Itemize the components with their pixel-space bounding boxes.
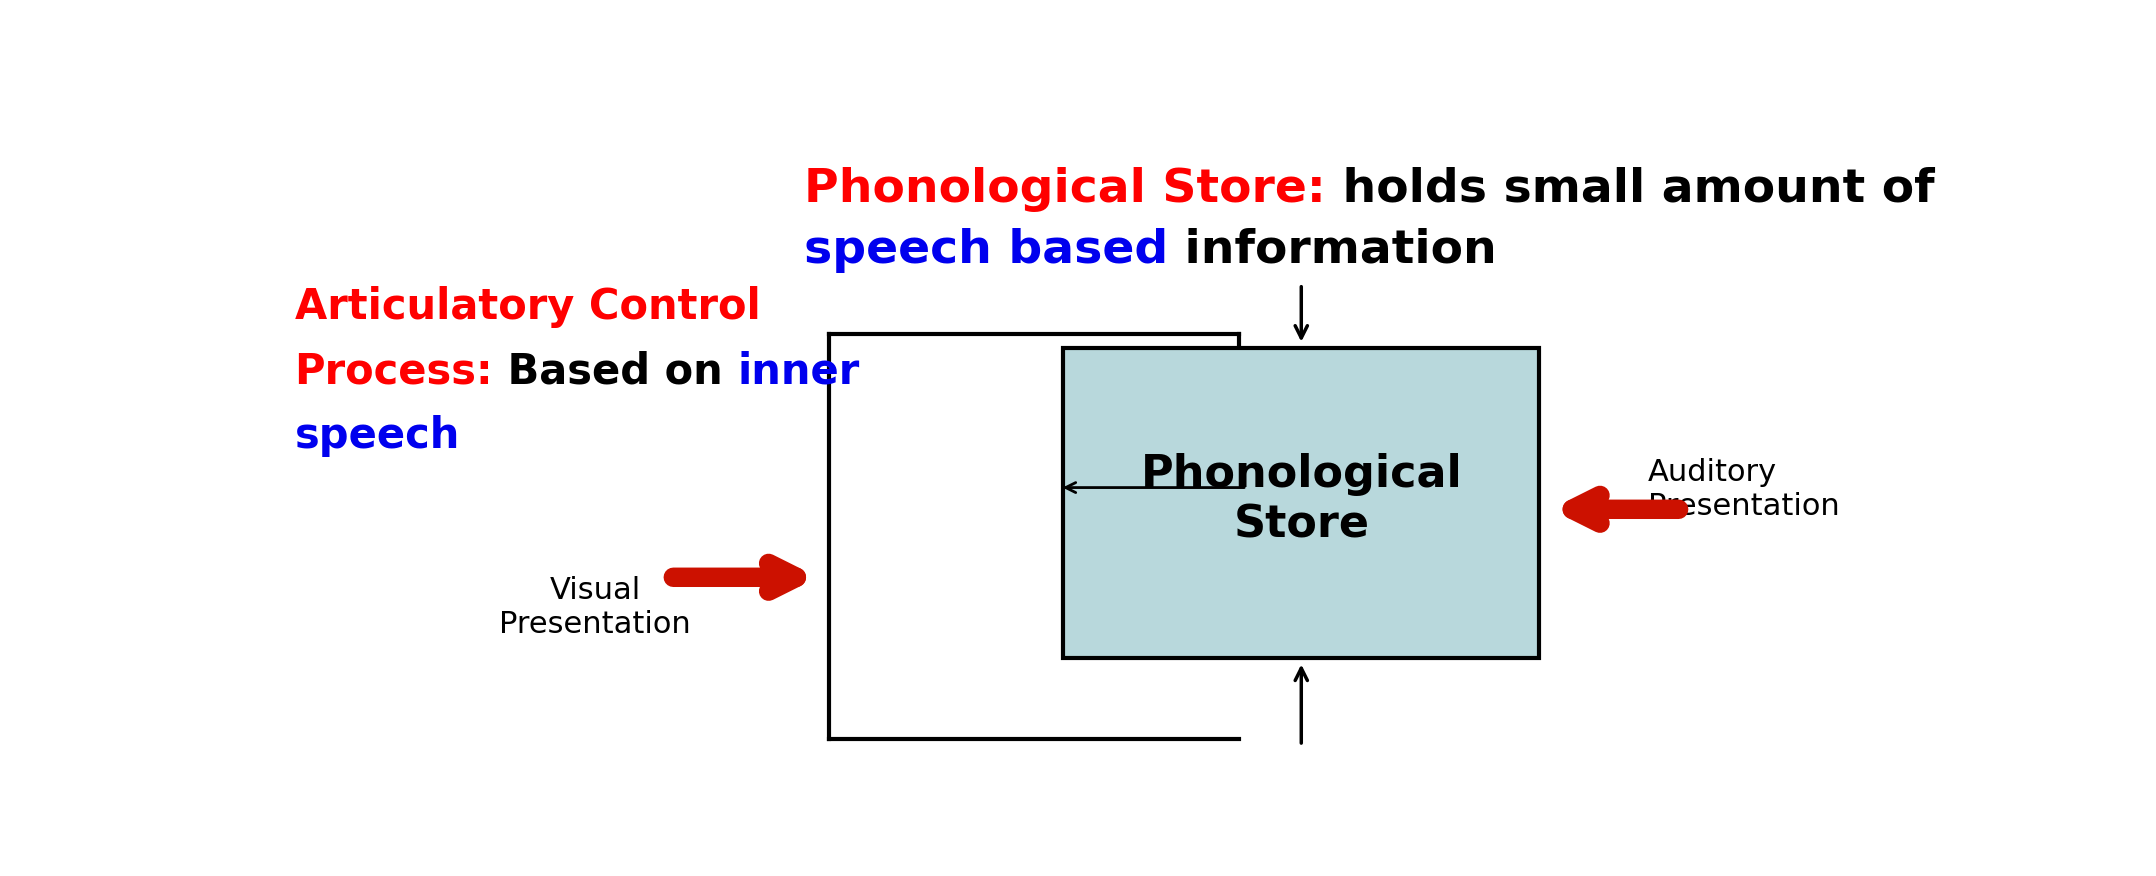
- Text: Visual
Presentation: Visual Presentation: [500, 576, 692, 639]
- Text: speech based: speech based: [804, 228, 1169, 272]
- Text: Auditory
Presentation: Auditory Presentation: [1647, 458, 1839, 521]
- Text: Phonological
Store: Phonological Store: [1141, 453, 1464, 546]
- Bar: [1063, 348, 1539, 658]
- Text: Based on: Based on: [494, 350, 737, 392]
- Text: Process:: Process:: [295, 350, 494, 392]
- Text: holds small amount of: holds small amount of: [1326, 167, 1934, 212]
- Text: inner: inner: [737, 350, 860, 392]
- Text: information: information: [1169, 228, 1496, 272]
- Text: Articulatory Control: Articulatory Control: [295, 286, 761, 328]
- Text: Phonological Store:: Phonological Store:: [804, 167, 1326, 212]
- Text: speech: speech: [295, 414, 459, 456]
